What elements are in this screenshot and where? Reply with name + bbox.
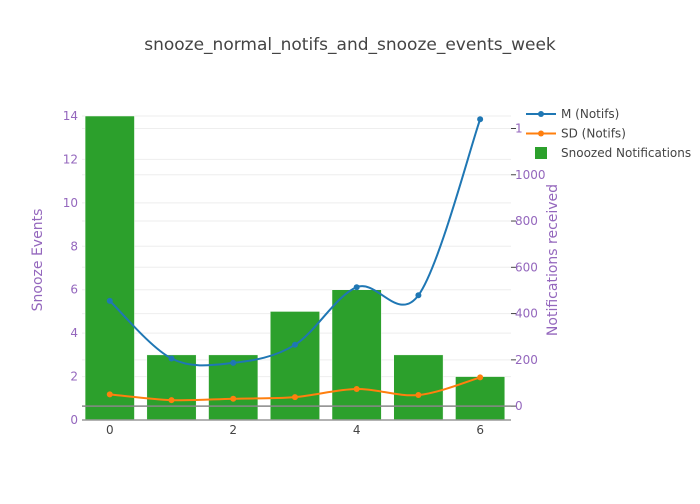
y2-tick-label: 200 — [515, 353, 538, 367]
y-tick-label: 14 — [63, 109, 78, 123]
legend-label: SD (Notifs) — [561, 127, 626, 141]
data-point — [230, 395, 237, 402]
data-point — [415, 392, 422, 399]
gridlines — [82, 115, 511, 378]
legend[interactable]: M (Notifs) SD (Notifs) Snoozed Notificatio… — [526, 107, 691, 160]
y-tick-label: 2 — [70, 370, 78, 384]
legend-label: M (Notifs) — [561, 107, 619, 121]
data-point — [230, 359, 237, 366]
data-point — [353, 385, 360, 392]
bar — [84, 115, 135, 421]
y-tick-label: 0 — [70, 413, 78, 427]
data-point — [168, 355, 175, 362]
data-point — [353, 284, 360, 291]
data-point — [106, 297, 113, 304]
data-point — [415, 292, 422, 299]
bar — [146, 354, 197, 421]
y2-tick-label: 800 — [515, 214, 538, 228]
legend-marker-icon — [538, 130, 544, 137]
y-tick-label: 12 — [63, 152, 78, 166]
y2-tick-label: 1000 — [515, 168, 546, 182]
chart-title: snooze_normal_notifs_and_snooze_events_w… — [144, 35, 556, 55]
bar — [393, 354, 444, 421]
lines — [106, 116, 484, 404]
y-tick-label: 10 — [63, 196, 78, 210]
x-tick-label: 6 — [476, 423, 484, 437]
legend-label: Snoozed Notifications — [561, 146, 691, 160]
bars — [84, 115, 506, 421]
bar — [331, 289, 382, 421]
y2-tick-label: 400 — [515, 307, 538, 321]
y-tick-label: 6 — [70, 283, 78, 297]
legend-item[interactable]: Snoozed Notifications — [535, 146, 691, 160]
data-point — [106, 391, 113, 398]
legend-item[interactable]: SD (Notifs) — [526, 127, 626, 141]
legend-square-icon — [535, 147, 547, 159]
y2-tick-label: 0 — [515, 399, 523, 413]
y2-tick-label: 1 — [515, 121, 523, 135]
y-tick-label: 4 — [70, 326, 78, 340]
y-tick-label: 8 — [70, 239, 78, 253]
x-tick-label: 2 — [229, 423, 237, 437]
data-point — [291, 341, 298, 348]
legend-marker-icon — [538, 111, 544, 117]
y-axis-label: Snooze Events — [30, 209, 46, 312]
x-tick-label: 4 — [353, 423, 361, 437]
data-point — [291, 394, 298, 401]
data-point — [477, 116, 484, 123]
legend-item[interactable]: M (Notifs) — [526, 107, 619, 121]
data-point — [477, 374, 484, 381]
data-point — [168, 397, 175, 404]
bar — [270, 311, 320, 421]
y2-axis-label: Notifications received — [545, 184, 561, 336]
x-tick-label: 0 — [106, 423, 114, 437]
y2-tick-label: 600 — [515, 260, 538, 274]
